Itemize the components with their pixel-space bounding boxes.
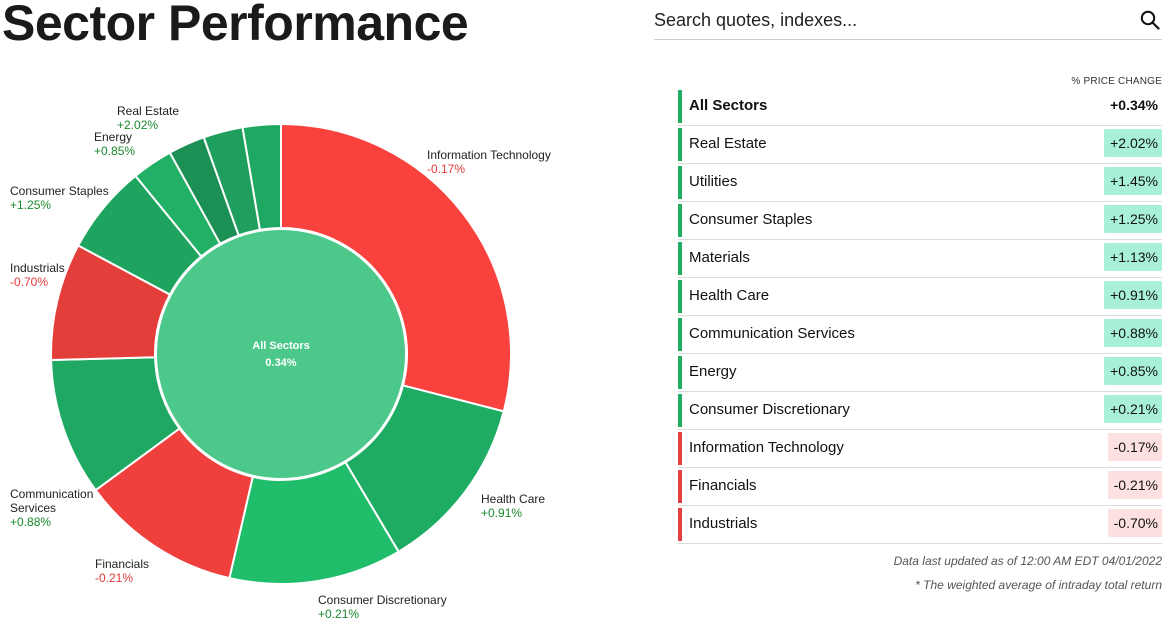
center-label: All Sectors: [252, 340, 309, 352]
price-change-value: +0.34%: [1110, 97, 1158, 113]
slice-label-name: Services: [10, 501, 56, 515]
table-row[interactable]: Consumer Staples +1.25%: [678, 202, 1162, 240]
price-change-value: +0.85%: [1104, 357, 1162, 385]
sector-name: Utilities: [689, 173, 738, 190]
direction-bar: [678, 508, 682, 541]
price-change-value: -0.21%: [1107, 471, 1162, 499]
direction-bar: [678, 128, 682, 161]
slice-label-name: Health Care: [481, 492, 545, 506]
table-row-all-sectors[interactable]: All Sectors +0.34%: [678, 88, 1162, 126]
slice-label-change: -0.17%: [427, 162, 465, 176]
direction-bar: [678, 470, 682, 503]
center-value: 0.34%: [265, 357, 296, 369]
slice-information-technology[interactable]: [280, 122, 512, 413]
table-row[interactable]: Energy +0.85%: [678, 354, 1162, 392]
price-change-value: -0.17%: [1107, 433, 1162, 461]
slice-label: Energy+0.85%: [94, 130, 135, 158]
price-change-value: +1.25%: [1104, 205, 1162, 233]
table-row[interactable]: Communication Services +0.88%: [678, 316, 1162, 354]
direction-bar: [678, 394, 682, 427]
slice-label-change: +0.21%: [318, 607, 359, 621]
slice-label: Consumer Discretionary+0.21%: [318, 593, 447, 621]
slice-label: Financials-0.21%: [95, 557, 149, 585]
price-change-value: -0.70%: [1107, 509, 1162, 537]
sector-name: Energy: [689, 363, 737, 380]
slice-label-name: Industrials: [10, 261, 65, 275]
price-change-value: +2.02%: [1104, 129, 1162, 157]
direction-bar: [678, 242, 682, 275]
slice-label-name: Consumer Staples: [10, 184, 109, 198]
price-change-value: +1.45%: [1104, 167, 1162, 195]
table-row[interactable]: Health Care +0.91%: [678, 278, 1162, 316]
table-row[interactable]: Industrials -0.70%: [678, 506, 1162, 544]
slice-label-change: -0.70%: [10, 275, 48, 289]
slice-label-change: -0.21%: [95, 571, 133, 585]
search-icon[interactable]: [1140, 10, 1160, 30]
direction-bar: [678, 204, 682, 237]
direction-bar: [678, 166, 682, 199]
slice-label-name: Real Estate: [117, 104, 179, 118]
slice-label-change: +1.25%: [10, 198, 51, 212]
price-change-value: +0.88%: [1104, 319, 1162, 347]
price-change-value: +1.13%: [1104, 243, 1162, 271]
search-bar[interactable]: Search quotes, indexes...: [654, 0, 1162, 40]
weighted-average-note: * The weighted average of intraday total…: [915, 578, 1162, 592]
slice-label-name: Energy: [94, 130, 132, 144]
sector-name: Financials: [689, 477, 757, 494]
slice-label: Consumer Staples+1.25%: [10, 184, 109, 212]
column-header-price-change: % PRICE CHANGE: [1071, 76, 1162, 87]
sector-name: Communication Services: [689, 325, 855, 342]
slice-label: Health Care+0.91%: [481, 492, 545, 520]
table-row[interactable]: Materials +1.13%: [678, 240, 1162, 278]
table-row[interactable]: Real Estate +2.02%: [678, 126, 1162, 164]
slice-label-change: +0.85%: [94, 144, 135, 158]
sector-name: Health Care: [689, 287, 770, 304]
price-change-value: +0.91%: [1104, 281, 1162, 309]
slice-label: Industrials-0.70%: [10, 261, 65, 289]
sector-name: All Sectors: [689, 97, 768, 114]
price-change-value: +0.21%: [1104, 395, 1162, 423]
slice-label-name: Consumer Discretionary: [318, 593, 447, 607]
search-input[interactable]: Search quotes, indexes...: [654, 10, 858, 30]
table-row[interactable]: Utilities +1.45%: [678, 164, 1162, 202]
center-all-sectors[interactable]: [157, 230, 405, 478]
direction-bar: [678, 90, 682, 123]
sector-name: Industrials: [689, 515, 758, 532]
slice-label-name: Information Technology: [427, 148, 551, 162]
table-row[interactable]: Financials -0.21%: [678, 468, 1162, 506]
direction-bar: [678, 280, 682, 313]
table-row[interactable]: Consumer Discretionary +0.21%: [678, 392, 1162, 430]
page-title: Sector Performance: [2, 0, 469, 51]
table-row[interactable]: Information Technology -0.17%: [678, 430, 1162, 468]
sector-name: Consumer Staples: [689, 211, 813, 228]
sector-table: All Sectors +0.34% Real Estate +2.02% Utilit…: [678, 88, 1162, 544]
slice-label-change: +0.88%: [10, 515, 51, 529]
direction-bar: [678, 318, 682, 351]
sector-name: Information Technology: [689, 439, 844, 456]
slice-label-change: +2.02%: [117, 118, 158, 132]
sector-name: Real Estate: [689, 135, 767, 152]
slice-label: Real Estate+2.02%: [117, 104, 179, 132]
slice-label-change: +0.91%: [481, 506, 522, 520]
slice-label-name: Communication: [10, 487, 93, 501]
slice-label: Information Technology-0.17%: [427, 148, 551, 176]
direction-bar: [678, 356, 682, 389]
last-updated-note: Data last updated as of 12:00 AM EDT 04/…: [893, 554, 1162, 568]
slice-label-name: Financials: [95, 557, 149, 571]
direction-bar: [678, 432, 682, 465]
slice-real-estate[interactable]: [241, 122, 282, 231]
sector-name: Materials: [689, 249, 750, 266]
sector-name: Consumer Discretionary: [689, 401, 850, 418]
